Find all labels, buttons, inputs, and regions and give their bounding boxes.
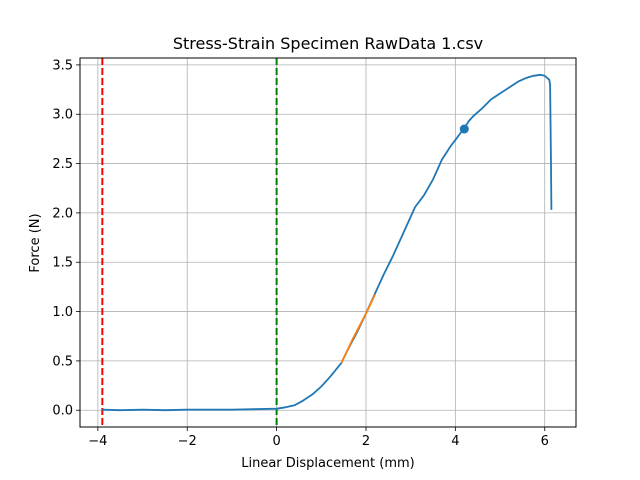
x-tick-label: −4 <box>88 434 107 449</box>
plot-frame <box>79 57 577 428</box>
y-tick-label: 2.0 <box>52 206 73 221</box>
y-tick-label: 3.5 <box>52 58 73 73</box>
data-series <box>102 73 553 412</box>
force-displacement-line <box>102 73 553 412</box>
y-tick-label: 0.5 <box>52 354 73 369</box>
data-markers <box>459 124 469 134</box>
x-tick-label: 4 <box>451 434 459 449</box>
chart-title: Stress-Strain Specimen RawData 1.csv <box>173 34 483 53</box>
vertical-reference-lines <box>101 58 278 427</box>
x-axis-ticks: −4 −2 0 2 4 6 <box>88 427 549 449</box>
x-tick-label: 6 <box>541 434 549 449</box>
y-tick-label: 0.0 <box>52 404 73 419</box>
plot-area <box>79 57 577 428</box>
y-axis-label: Force (N) <box>28 213 43 272</box>
y-tick-label: 1.5 <box>52 256 73 271</box>
x-tick-label: 0 <box>272 434 280 449</box>
y-axis-ticks: 0.0 0.5 1.0 1.5 2.0 2.5 3.0 3.5 <box>52 58 80 419</box>
x-axis-label: Linear Displacement (mm) <box>241 456 415 471</box>
x-tick-label: −2 <box>178 434 197 449</box>
y-tick-label: 1.0 <box>52 305 73 320</box>
grid-lines <box>80 58 576 427</box>
x-tick-label: 2 <box>362 434 370 449</box>
y-tick-label: 2.5 <box>52 157 73 172</box>
y-tick-label: 3.0 <box>52 108 73 123</box>
linear-fit-segment <box>340 294 376 364</box>
data-point-marker <box>459 124 469 134</box>
